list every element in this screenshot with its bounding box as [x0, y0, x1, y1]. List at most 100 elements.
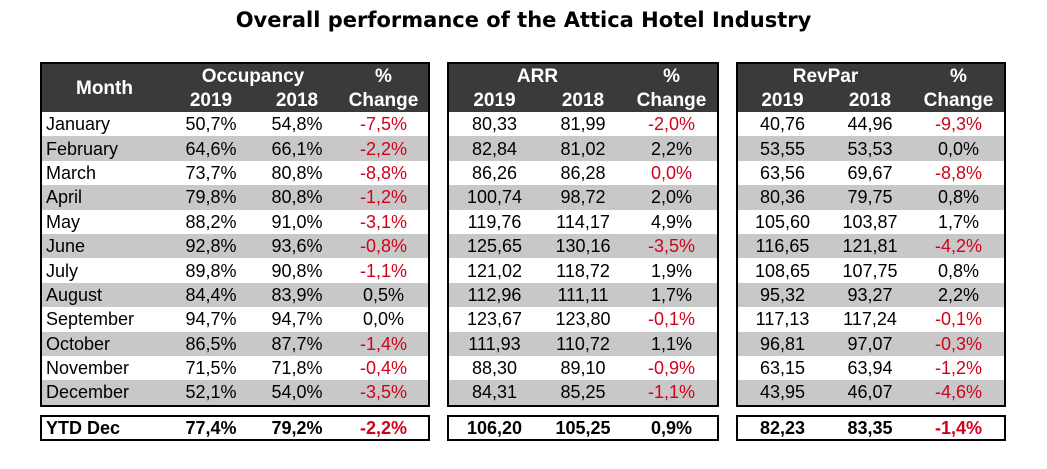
occch-cell: -3,5% [339, 380, 429, 406]
arrch-cell: 2,2% [626, 136, 719, 161]
month-cell: January [41, 112, 167, 137]
occch-cell: 0,0% [339, 307, 429, 332]
table-row: June 92,8% 93,6% -0,8% [41, 233, 429, 259]
arr18-cell: 86,28 [540, 160, 627, 186]
year-2019-header: 2019 [448, 88, 540, 112]
occ18-cell: 87,7% [255, 331, 339, 356]
occupancy-panel: Month Occupancy % 2019 2018 Change Janua… [40, 62, 430, 407]
rev19-cell: 63,56 [737, 160, 827, 186]
arrch-cell: -1,1% [626, 380, 719, 406]
month-cell: February [41, 136, 167, 161]
occ19-cell: 52,1% [167, 380, 255, 406]
rev19-cell: 40,76 [737, 112, 827, 137]
revch-cell: -0,3% [913, 331, 1005, 356]
revpar-body: 40,76 44,96 -9,3% 53,55 53,53 0,0% 63,56 69,67-… [737, 112, 1005, 406]
arr18-cell: 89,10 [540, 355, 627, 381]
table-row: September 94,7% 94,7% 0,0% [41, 307, 429, 332]
occ18-cell: 66,1% [255, 136, 339, 161]
rev19-cell: 95,32 [737, 282, 827, 308]
rev19-cell: 105,60 [737, 209, 827, 234]
occ19-cell: 73,7% [167, 160, 255, 186]
month-cell: December [41, 380, 167, 406]
table-row: October 86,5% 87,7% -1,4% [41, 331, 429, 356]
occ18-cell: 80,8% [255, 185, 339, 210]
occch-cell: -0,8% [339, 233, 429, 259]
pct-header: % [913, 63, 1005, 88]
revpar-panel: RevPar % 2019 2018 Change 40,76 44,96 -9,3… [736, 62, 1006, 407]
rev18-cell: 79,75 [827, 185, 913, 210]
ytd-occupancy-table: YTD Dec 77,4% 79,2% -2,2% [40, 415, 430, 441]
revch-cell: 2,2% [913, 282, 1005, 308]
arrch-cell: 4,9% [626, 209, 719, 234]
ytd-arr-table: 106,20 105,25 0,9% [447, 415, 719, 441]
revch-cell: -8,8% [913, 160, 1005, 186]
page-title: Overall performance of the Attica Hotel … [235, 8, 812, 32]
arr18-cell: 85,25 [540, 380, 627, 406]
occ19-cell: 89,8% [167, 258, 255, 283]
table-row: 111,93 110,72 1,1% [448, 331, 719, 356]
ytd-occ-2018: 79,2% [255, 416, 339, 440]
month-header: Month [41, 63, 167, 112]
arr18-cell: 111,11 [540, 282, 627, 308]
table-row: 119,76 114,17 4,9% [448, 209, 719, 234]
occch-cell: -1,2% [339, 185, 429, 210]
table-row: 86,26 86,28 0,0% [448, 160, 719, 186]
revch-cell: -4,6% [913, 380, 1005, 406]
arrch-cell: 1,7% [626, 282, 719, 308]
table-row: 121,02 118,72 1,9% [448, 258, 719, 283]
arr19-cell: 112,96 [448, 282, 540, 308]
rev18-cell: 121,81 [827, 233, 913, 259]
table-row: 82,84 81,02 2,2% [448, 136, 719, 161]
arrch-cell: 0,0% [626, 160, 719, 186]
arr-panel: ARR % 2019 2018 Change 80,33 81,99 -2,0% 82… [447, 62, 720, 407]
arr19-cell: 121,02 [448, 258, 540, 283]
revch-cell: 1,7% [913, 209, 1005, 234]
occ19-cell: 50,7% [167, 112, 255, 137]
occ19-cell: 86,5% [167, 331, 255, 356]
table-row: April 79,8% 80,8% -1,2% [41, 185, 429, 210]
arr-body: 80,33 81,99 -2,0% 82,84 81,02 2,2% 86,26 86,28 0… [448, 112, 719, 406]
month-cell: July [41, 258, 167, 283]
arrch-cell: -0,9% [626, 355, 719, 381]
ytd-arr-2019: 106,20 [448, 416, 540, 440]
table-row: 43,95 46,07 -4,6% [737, 380, 1005, 406]
occ18-cell: 93,6% [255, 233, 339, 259]
occch-cell: -2,2% [339, 136, 429, 161]
arrch-cell: 1,1% [626, 331, 719, 356]
rev18-cell: 93,27 [827, 282, 913, 308]
ytd-occ-2019: 77,4% [167, 416, 255, 440]
rev18-cell: 63,94 [827, 355, 913, 381]
table-row: 125,65 130,16 -3,5% [448, 233, 719, 259]
arr18-cell: 114,17 [540, 209, 627, 234]
ytd-arr: 106,20 105,25 0,9% [447, 415, 719, 441]
occ18-cell: 71,8% [255, 355, 339, 381]
month-cell: September [41, 307, 167, 332]
table-row: February 64,6% 66,1% -2,2% [41, 136, 429, 161]
table-row: 116,65 121,81 -4,2% [737, 233, 1005, 259]
year-2018-header: 2018 [827, 88, 913, 112]
occ19-cell: 88,2% [167, 209, 255, 234]
arr19-cell: 88,30 [448, 355, 540, 381]
occ18-cell: 91,0% [255, 209, 339, 234]
arr19-cell: 123,67 [448, 307, 540, 332]
rev18-cell: 69,67 [827, 160, 913, 186]
arrch-cell: -2,0% [626, 112, 719, 137]
table-row: November 71,5% 71,8% -0,4% [41, 355, 429, 381]
rev18-cell: 46,07 [827, 380, 913, 406]
table-row: 95,32 93,27 2,2% [737, 282, 1005, 308]
table-row: 80,36 79,75 0,8% [737, 185, 1005, 210]
table-row: March 73,7% 80,8% -8,8% [41, 160, 429, 186]
arr18-cell: 130,16 [540, 233, 627, 259]
revch-cell: -1,2% [913, 355, 1005, 381]
rev19-cell: 117,13 [737, 307, 827, 332]
table-row: 40,76 44,96 -9,3% [737, 112, 1005, 137]
ytd-rev-change: -1,4% [913, 416, 1005, 440]
table-row: August 84,4% 83,9% 0,5% [41, 282, 429, 308]
arr19-cell: 119,76 [448, 209, 540, 234]
revch-cell: 0,0% [913, 136, 1005, 161]
table-row: 123,67 123,80 -0,1% [448, 307, 719, 332]
ytd-arr-2018: 105,25 [540, 416, 626, 440]
occ19-cell: 64,6% [167, 136, 255, 161]
table-row: 112,96 111,11 1,7% [448, 282, 719, 308]
year-2019-header: 2019 [167, 88, 255, 112]
